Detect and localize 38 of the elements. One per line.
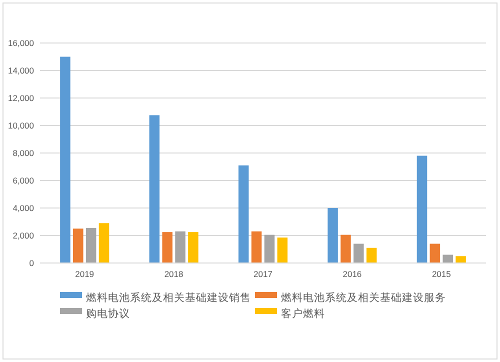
x-tick-label: 2016 xyxy=(342,269,362,279)
y-tick-label: 6,000 xyxy=(12,176,34,186)
y-tick-label: 14,000 xyxy=(8,66,34,76)
y-tick-label: 8,000 xyxy=(12,148,34,158)
x-tick-label: 2015 xyxy=(432,269,452,279)
bar xyxy=(340,234,351,263)
y-tick-label: 4,000 xyxy=(12,203,34,213)
legend-label: 燃料电池系统及相关基础建设销售 xyxy=(86,291,251,304)
bar xyxy=(149,115,160,263)
bar xyxy=(60,56,70,263)
bar xyxy=(328,208,338,263)
bar xyxy=(456,256,466,263)
legend-label: 客户燃料 xyxy=(281,307,325,320)
x-tick-label: 2019 xyxy=(75,269,94,279)
bar xyxy=(238,165,249,263)
bar xyxy=(442,254,453,263)
bar xyxy=(188,232,198,263)
legend-label: 燃料电池系统及相关基础建设服务 xyxy=(281,291,446,304)
bar xyxy=(175,231,186,263)
y-tick-label: 10,000 xyxy=(8,120,34,130)
bar xyxy=(366,248,377,263)
y-tick-label: 2,000 xyxy=(12,230,34,240)
y-tick-label: 0 xyxy=(29,258,34,268)
bar xyxy=(98,223,110,263)
bar xyxy=(277,238,288,263)
bar xyxy=(86,228,96,263)
bar xyxy=(251,231,262,263)
bar xyxy=(430,244,440,263)
bar xyxy=(264,234,275,263)
bar xyxy=(162,232,172,263)
x-tick-label: 2018 xyxy=(164,269,184,279)
y-tick-label: 12,000 xyxy=(8,93,34,103)
y-tick-label: 16,000 xyxy=(8,38,34,48)
bar xyxy=(73,228,84,263)
bar xyxy=(416,156,428,263)
x-tick-label: 2017 xyxy=(254,269,273,279)
legend-label: 购电协议 xyxy=(86,307,130,320)
bar xyxy=(354,244,364,263)
